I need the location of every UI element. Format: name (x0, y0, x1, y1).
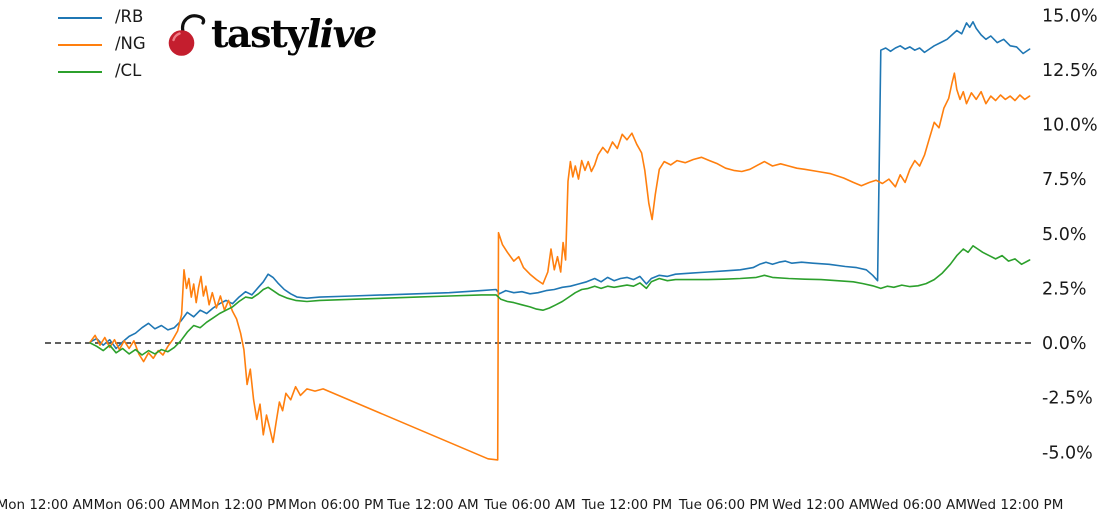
y-tick-label: 10.0% (1042, 116, 1098, 136)
logo-text-tasty: tasty (211, 11, 308, 56)
legend-item: /RB (58, 9, 146, 26)
y-tick-label: 0.0% (1042, 334, 1086, 354)
logo-text-live: live (306, 11, 378, 56)
legend-swatch (58, 70, 102, 73)
y-tick-label: 2.5% (1042, 279, 1086, 299)
legend-label: /NG (115, 34, 146, 54)
y-tick-label: 5.0% (1042, 225, 1086, 245)
y-tick-label: -5.0% (1042, 443, 1093, 463)
legend-label: /CL (115, 61, 142, 81)
x-tick-label: Tue 12:00 PM (581, 497, 672, 513)
y-tick-label: -2.5% (1042, 389, 1093, 409)
legend-swatch (58, 43, 102, 46)
legend-item: /CL (58, 63, 146, 80)
x-tick-label: Wed 12:00 PM (967, 497, 1064, 513)
series-line-NG (89, 72, 1031, 461)
x-tick-label: Wed 06:00 AM (869, 497, 967, 513)
y-tick-label: 15.0% (1042, 6, 1098, 26)
series-line-RB (89, 20, 1031, 350)
x-tick-label: Mon 12:00 AM (0, 497, 93, 513)
legend-label: /RB (115, 7, 144, 27)
y-tick-label: 12.5% (1042, 61, 1098, 81)
series-line-CL (89, 245, 1031, 356)
x-tick-label: Mon 12:00 PM (191, 497, 287, 513)
legend-item: /NG (58, 36, 146, 53)
x-tick-label: Tue 06:00 AM (483, 497, 575, 513)
x-tick-label: Wed 12:00 AM (772, 497, 870, 513)
chart-legend: /RB /NG /CL (58, 9, 146, 80)
cherry-icon (168, 14, 206, 56)
logo-wordmark: tastylive (211, 15, 377, 53)
x-tick-label: Tue 12:00 AM (386, 497, 478, 513)
y-tick-label: 7.5% (1042, 170, 1086, 190)
x-tick-label: Mon 06:00 PM (288, 497, 384, 513)
tastylive-logo: tastylive (166, 10, 377, 58)
x-tick-label: Mon 06:00 AM (94, 497, 191, 513)
legend-swatch (58, 16, 102, 19)
x-tick-label: Tue 06:00 PM (678, 497, 769, 513)
